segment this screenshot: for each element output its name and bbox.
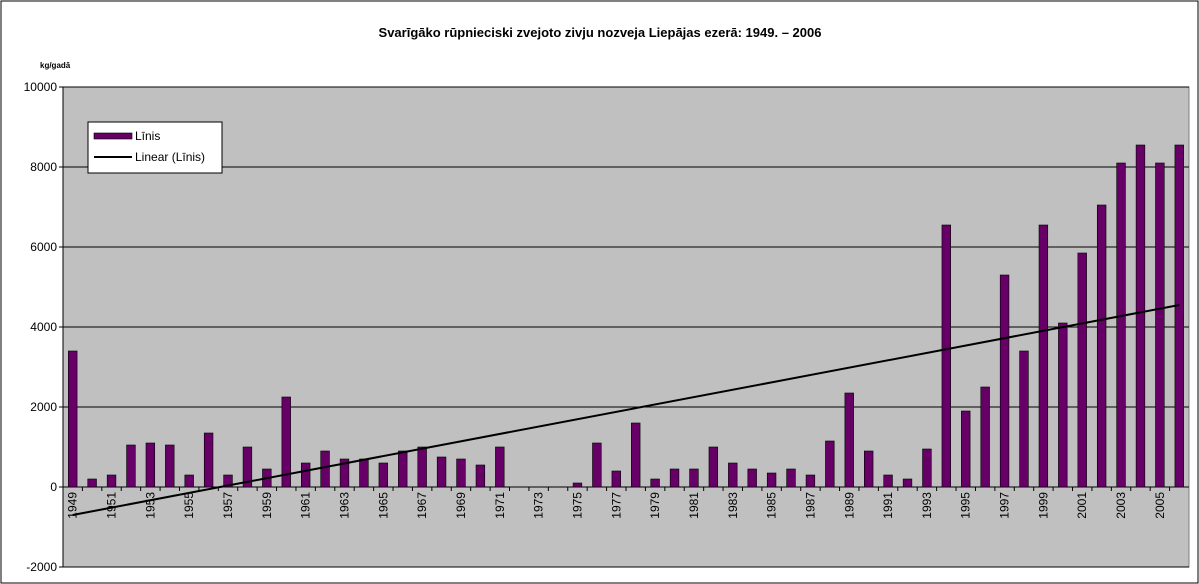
bar (1116, 162, 1126, 488)
y-tick-label: 4000 (30, 320, 57, 334)
bar (941, 224, 951, 488)
bar (1058, 322, 1068, 488)
bar (68, 350, 78, 488)
x-tick-label: 1955 (182, 492, 196, 519)
legend-label: Linear (Līnis) (135, 150, 205, 164)
bar (242, 446, 253, 488)
x-tick-label: 1961 (299, 492, 313, 519)
y-tick-label: 8000 (30, 160, 57, 174)
bar (1038, 224, 1049, 488)
bar (145, 442, 156, 488)
bar (766, 472, 777, 488)
bar (165, 444, 175, 488)
bar (339, 458, 350, 488)
y-tick-label: 0 (50, 480, 57, 494)
x-tick-label: 1965 (376, 492, 390, 519)
x-tick-label: 1985 (765, 492, 779, 519)
x-tick-label: 1987 (803, 492, 817, 519)
y-tick-label: -2000 (26, 560, 57, 574)
legend-box (87, 121, 223, 174)
x-tick-label: 1997 (998, 492, 1012, 519)
trend-line (72, 304, 1180, 516)
bar (650, 478, 660, 488)
bar (301, 462, 311, 488)
bar (126, 444, 136, 488)
x-tick-label: 1977 (609, 492, 623, 519)
bar (747, 468, 757, 488)
x-tick-label: 1949 (66, 492, 80, 519)
x-tick-label: 1957 (221, 492, 235, 519)
x-tick-label: 1989 (842, 492, 856, 519)
bar (106, 474, 117, 488)
bar (999, 274, 1010, 488)
bar (1019, 350, 1029, 488)
x-tick-label: 1981 (687, 492, 701, 519)
bar (786, 468, 796, 488)
bar (359, 458, 369, 488)
bar (689, 468, 699, 488)
bar (883, 474, 893, 488)
bar (475, 464, 486, 488)
bar (1077, 252, 1087, 488)
x-tick-label: 1969 (454, 492, 468, 519)
bar (961, 410, 971, 488)
bar (456, 458, 466, 488)
bar (398, 450, 408, 488)
x-tick-label: 1951 (105, 492, 119, 519)
bar (980, 386, 990, 488)
y-tick-label: 2000 (30, 400, 57, 414)
bar (495, 446, 505, 488)
bar (87, 478, 97, 488)
bar (436, 456, 447, 488)
x-tick-label: 1995 (959, 492, 973, 519)
x-tick-label: 1959 (260, 492, 274, 519)
bar (864, 450, 874, 488)
bar (417, 446, 427, 488)
bar (631, 422, 641, 488)
y-axis-unit: kg/gadā (40, 61, 71, 70)
bar (320, 450, 330, 488)
x-tick-label: 1991 (881, 492, 895, 519)
x-tick-label: 2005 (1153, 492, 1167, 519)
bar (825, 440, 835, 488)
bar (922, 448, 932, 488)
x-tick-label: 1963 (338, 492, 352, 519)
bar (1096, 204, 1107, 488)
x-tick-label: 2003 (1114, 492, 1128, 519)
bar (378, 462, 388, 488)
x-tick-label: 1999 (1036, 492, 1050, 519)
x-tick-label: 1975 (570, 492, 584, 519)
bar (223, 474, 233, 488)
bar (1155, 162, 1165, 488)
x-tick-label: 1953 (143, 492, 157, 519)
bar (592, 442, 602, 488)
x-tick-label: 1983 (726, 492, 740, 519)
bar (669, 468, 680, 488)
bar (184, 474, 194, 488)
bar (203, 432, 214, 488)
x-tick-label: 1993 (920, 492, 934, 519)
legend-label: Līnis (135, 129, 160, 143)
bar (572, 482, 583, 488)
x-tick-label: 1967 (415, 492, 429, 519)
bar (1135, 144, 1146, 488)
bar (728, 462, 738, 488)
x-tick-label: 1979 (648, 492, 662, 519)
x-tick-label: 2001 (1075, 492, 1089, 519)
bar (1174, 144, 1184, 488)
y-tick-label: 10000 (24, 80, 58, 94)
bar (281, 396, 291, 488)
x-tick-label: 1973 (532, 492, 546, 519)
x-tick-label: 1971 (493, 492, 507, 519)
bar (708, 446, 719, 488)
chart-title: Svarīgāko rūpnieciski zvejoto zivju nozv… (379, 25, 822, 40)
bar (611, 470, 621, 488)
y-tick-label: 6000 (30, 240, 57, 254)
bar (844, 392, 854, 488)
legend-swatch (93, 132, 133, 140)
bar (902, 478, 913, 488)
bar (805, 474, 816, 488)
